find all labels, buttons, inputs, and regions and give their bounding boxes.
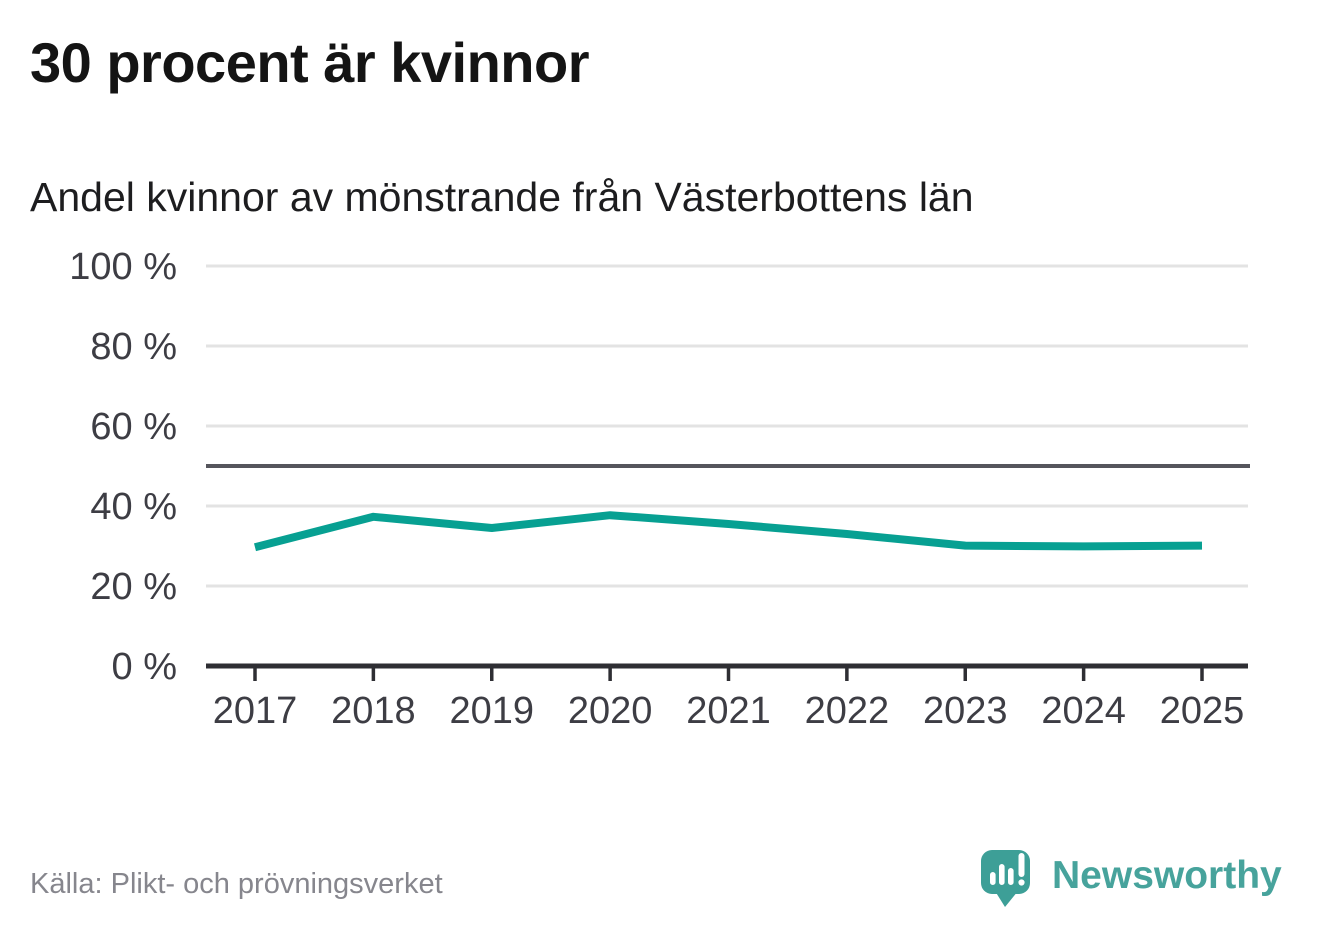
- exclamation-dot-icon: [1018, 878, 1025, 886]
- x-tick-label: 2022: [805, 690, 890, 732]
- newsworthy-logo-icon: [981, 849, 1030, 907]
- speech-bubble-tail: [995, 890, 1018, 907]
- data-line-series: [254, 511, 1203, 552]
- x-tick-label: 2023: [923, 690, 1008, 732]
- y-tick-label: 100 %: [69, 246, 177, 288]
- x-tick-label: 2021: [686, 690, 771, 732]
- source-note: Källa: Plikt- och prövningsverket: [30, 868, 443, 900]
- x-tick-label: 2019: [449, 690, 534, 732]
- y-tick-label: 40 %: [90, 486, 177, 528]
- bar-chart-bar-icon: [1008, 867, 1014, 885]
- exclamation-mark-icon: [1018, 852, 1025, 877]
- bar-chart-bar-icon: [999, 863, 1005, 885]
- bar-chart-bar-icon: [990, 871, 996, 885]
- chart-subtitle: Andel kvinnor av mönstrande från Västerb…: [30, 174, 974, 220]
- x-tick-label: 2025: [1160, 690, 1245, 732]
- newsworthy-logo: Newsworthy: [978, 843, 1282, 909]
- chart-title: 30 procent är kvinnor: [30, 31, 590, 94]
- y-tick-label: 80 %: [90, 326, 177, 368]
- x-tick-label: 2018: [331, 690, 416, 732]
- x-tick-label: 2017: [213, 690, 298, 732]
- newsworthy-logo-text: Newsworthy: [1052, 854, 1282, 897]
- y-tick-label: 0 %: [112, 646, 177, 688]
- y-tick-label: 20 %: [90, 566, 177, 608]
- y-tick-label: 60 %: [90, 406, 177, 448]
- x-tick-label: 2020: [568, 690, 653, 732]
- x-tick-label: 2024: [1041, 690, 1126, 732]
